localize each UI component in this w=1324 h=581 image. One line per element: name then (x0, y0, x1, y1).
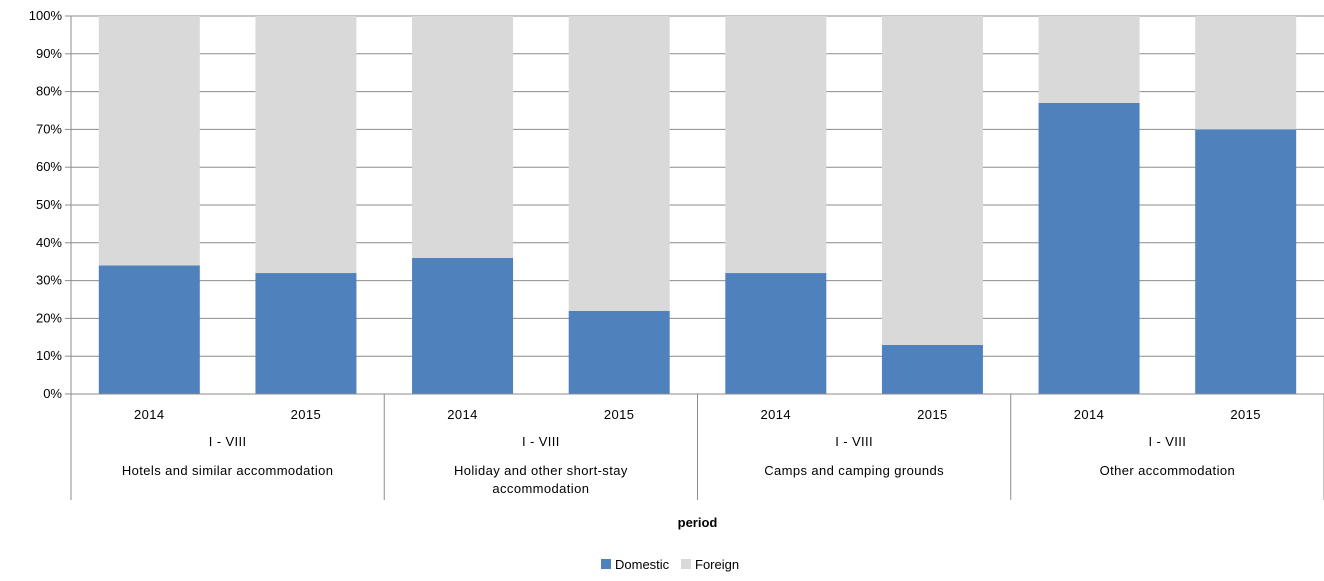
y-tick-label: 40% (36, 235, 62, 250)
bar-domestic-1 (255, 273, 357, 394)
x-tick-label-year: 2014 (761, 407, 792, 422)
x-tick-label-year: 2015 (291, 407, 322, 422)
bar-foreign-2 (412, 16, 514, 258)
y-tick-label: 0% (43, 386, 62, 401)
x-group-label: accommodation (492, 481, 589, 496)
y-tick-label: 60% (36, 159, 62, 174)
legend-label-foreign: Foreign (695, 557, 739, 572)
bar-domestic-5 (881, 344, 983, 394)
x-tick-label-period: I - VIII (522, 434, 560, 449)
y-tick-label: 100% (29, 8, 63, 23)
x-tick-label-year: 2014 (1074, 407, 1105, 422)
bar-foreign-7 (1195, 16, 1297, 130)
bar-domestic-7 (1195, 129, 1297, 394)
bar-foreign-0 (98, 16, 200, 266)
x-tick-label-period: I - VIII (1148, 434, 1186, 449)
x-tick-label-year: 2014 (447, 407, 478, 422)
x-tick-label-year: 2014 (134, 407, 165, 422)
legend-swatch-foreign (681, 559, 691, 569)
y-tick-label: 80% (36, 84, 62, 99)
x-tick-label-period: I - VIII (835, 434, 873, 449)
y-tick-label: 10% (36, 348, 62, 363)
y-tick-label: 70% (36, 121, 62, 136)
legend-swatch-domestic (601, 559, 611, 569)
bar-domestic-0 (98, 265, 200, 394)
x-tick-label-year: 2015 (604, 407, 635, 422)
legend-label-domestic: Domestic (615, 557, 670, 572)
y-tick-label: 50% (36, 197, 62, 212)
bar-foreign-3 (568, 16, 670, 311)
y-tick-label: 90% (36, 46, 62, 61)
bar-domestic-2 (412, 257, 514, 394)
y-tick-label: 30% (36, 273, 62, 288)
x-group-label: Holiday and other short-stay (454, 463, 628, 478)
bar-foreign-4 (725, 16, 827, 274)
y-tick-label: 20% (36, 310, 62, 325)
x-tick-label-year: 2015 (917, 407, 948, 422)
x-group-label: Camps and camping grounds (764, 463, 944, 478)
x-axis-title: period (678, 515, 718, 530)
bar-domestic-6 (1038, 102, 1140, 394)
bar-domestic-3 (568, 310, 670, 394)
bar-foreign-6 (1038, 16, 1140, 103)
bar-foreign-5 (881, 16, 983, 345)
bar-domestic-4 (725, 273, 827, 394)
bar-foreign-1 (255, 16, 357, 274)
x-tick-label-period: I - VIII (209, 434, 247, 449)
x-tick-label-year: 2015 (1230, 407, 1261, 422)
x-group-label: Other accommodation (1100, 463, 1236, 478)
x-group-label: Hotels and similar accommodation (122, 463, 334, 478)
